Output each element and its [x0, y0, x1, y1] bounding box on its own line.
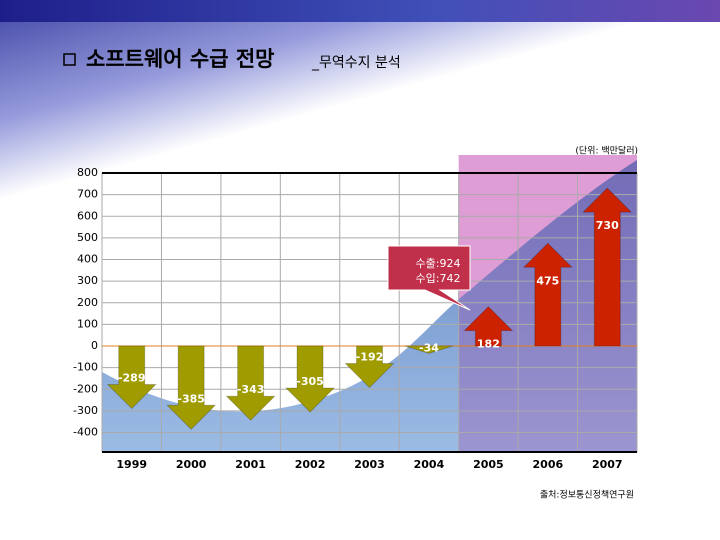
- y-tick-label: 800: [77, 166, 98, 179]
- y-tick-label: 500: [77, 231, 98, 244]
- y-tick-label: 700: [77, 188, 98, 201]
- value-label: -289: [118, 372, 146, 385]
- arrow-bar: [106, 345, 157, 410]
- value-label: 730: [596, 219, 619, 232]
- y-tick-label: -400: [73, 426, 98, 439]
- y-tick-label: 300: [77, 274, 98, 287]
- value-label: 475: [536, 274, 559, 287]
- title: 소프트웨어 수급 전망: [86, 47, 275, 71]
- y-tick-label: -300: [73, 404, 98, 417]
- y-tick-label: -100: [73, 361, 98, 374]
- x-tick-label: 2004: [414, 458, 445, 471]
- x-tick-label: 2001: [235, 458, 266, 471]
- arrow-bar: [582, 187, 633, 347]
- value-label: -343: [237, 383, 265, 396]
- x-tick-label: 2002: [295, 458, 326, 471]
- value-label: -192: [356, 351, 384, 364]
- y-tick-label: 200: [77, 296, 98, 309]
- arrow-bar: [344, 345, 395, 389]
- y-tick-label: 600: [77, 209, 98, 222]
- unit-label: (단위: 백만달러): [575, 145, 638, 157]
- trend-area: [102, 160, 637, 452]
- top-band: [0, 0, 720, 22]
- y-tick-label: 400: [77, 253, 98, 266]
- bullet: [63, 53, 76, 66]
- x-tick-label: 2003: [354, 458, 385, 471]
- x-tick-label: 1999: [116, 458, 147, 471]
- arrow-bar: [522, 242, 574, 347]
- arrow-bar: [463, 305, 514, 347]
- arrow-bar: [404, 345, 454, 354]
- x-tick-label: 2005: [473, 458, 504, 471]
- callout: [387, 245, 471, 311]
- arrow-bar: [284, 345, 336, 413]
- value-label: -34: [419, 341, 439, 354]
- y-tick-label: 100: [77, 317, 98, 330]
- arrow-bar: [225, 345, 276, 421]
- arrow-bar: [165, 345, 217, 430]
- subtitle: _무역수지 분석: [311, 55, 401, 71]
- value-label: -305: [296, 375, 324, 388]
- value-label: 182: [477, 338, 500, 351]
- x-tick-label: 2000: [176, 458, 207, 471]
- x-tick-label: 2006: [533, 458, 564, 471]
- y-tick-label: 0: [91, 339, 98, 352]
- source: 출처:정보통신정책연구원: [540, 489, 634, 501]
- annotation: 수입:742: [416, 272, 461, 285]
- x-tick-label: 2007: [592, 458, 623, 471]
- value-label: -385: [177, 392, 205, 405]
- annotation: 수출:924: [416, 257, 461, 270]
- y-tick-label: -200: [73, 382, 98, 395]
